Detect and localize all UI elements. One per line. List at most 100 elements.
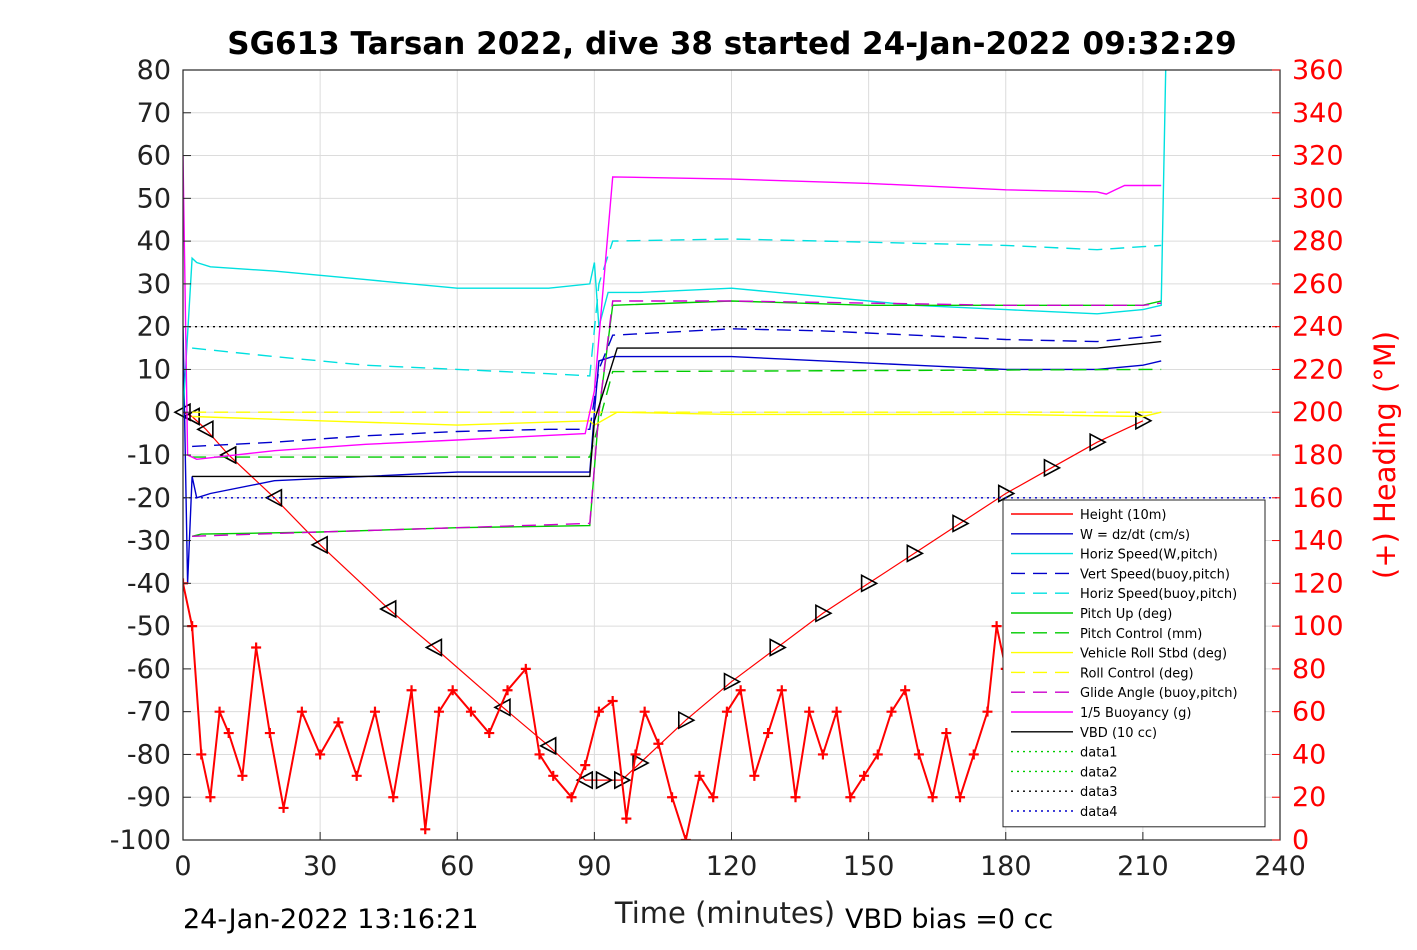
- height-marker: [378, 599, 397, 619]
- series-1-5-buoyancy-g: [183, 155, 1162, 461]
- heading-point: [708, 792, 719, 803]
- heading-point: [214, 706, 225, 717]
- heading-point: [900, 685, 911, 696]
- x-tick-label: 0: [174, 851, 191, 882]
- heading-point: [447, 685, 458, 696]
- legend-entry: Vehicle Roll Stbd (deg): [1080, 647, 1227, 662]
- series-vbd-10-cc: [192, 340, 1162, 478]
- height-marker: [952, 514, 970, 533]
- x-tick-label: 30: [303, 851, 337, 882]
- footer-vbd-bias: VBD bias =0 cc: [845, 904, 1053, 935]
- legend-entry: VBD (10 cc): [1080, 726, 1157, 741]
- axes: 0 30 60 90 120 150 180 210 24080706050403020100-…: [110, 55, 1344, 882]
- height-marker: [860, 573, 879, 593]
- y-left-tick-label: -10: [127, 440, 171, 471]
- height-marker: [632, 753, 650, 773]
- x-tick-label: 180: [980, 851, 1032, 882]
- heading-point: [653, 738, 664, 749]
- series-vert-speed-buoy-pitch: [192, 328, 1162, 448]
- heading-point: [639, 706, 650, 717]
- y-right-tick-label: 320: [1292, 141, 1344, 172]
- y-axis-right-label: (+) Heading (°M): [1368, 331, 1402, 579]
- y-right-tick-label: 140: [1292, 526, 1344, 557]
- heading-point: [927, 792, 938, 803]
- y-left-tick-label: -20: [127, 483, 171, 514]
- y-right-tick-label: 0: [1292, 825, 1309, 856]
- heading-point: [955, 792, 966, 803]
- height-marker: [264, 488, 283, 508]
- heading-point: [580, 760, 591, 771]
- heading-point: [776, 685, 787, 696]
- y-left-tick-label: 0: [154, 397, 171, 428]
- heading-point: [694, 770, 705, 781]
- y-left-tick-label: 20: [137, 312, 171, 343]
- heading-point: [667, 792, 678, 803]
- heading-point: [845, 792, 856, 803]
- legend-entry: Pitch Up (deg): [1080, 607, 1172, 622]
- heading-point: [433, 706, 444, 717]
- x-tick-label: 150: [843, 851, 895, 882]
- heading-point: [817, 749, 828, 760]
- legend-entry: data3: [1080, 785, 1118, 800]
- y-left-tick-label: -70: [127, 697, 171, 728]
- legend: Height (10m) W = dz/dt (cm/s) Horiz Speed(…: [1002, 499, 1266, 828]
- height-marker: [677, 710, 696, 730]
- legend-entry: W = dz/dt (cm/s): [1080, 528, 1190, 543]
- heading-point: [420, 824, 431, 835]
- height-marker: [815, 603, 833, 623]
- y-right-tick-label: 300: [1292, 183, 1344, 214]
- heading-point: [982, 706, 993, 717]
- heading-point: [790, 792, 801, 803]
- y-right-tick-label: 340: [1292, 98, 1344, 129]
- legend-entry: 1/5 Buoyancy (g): [1080, 706, 1191, 721]
- y-left-tick-label: 10: [137, 354, 171, 385]
- legend-entry: Horiz Speed(buoy,pitch): [1080, 587, 1237, 602]
- x-tick-label: 60: [440, 851, 474, 882]
- heading-point: [804, 706, 815, 717]
- heading-point: [484, 728, 495, 739]
- y-right-tick-label: 40: [1292, 739, 1326, 770]
- heading-point: [223, 728, 234, 739]
- heading-point: [296, 706, 307, 717]
- series-pitch-control-mm: [192, 368, 1162, 458]
- y-right-tick-label: 240: [1292, 312, 1344, 343]
- heading-point: [991, 621, 1002, 632]
- y-right-tick-label: 20: [1292, 782, 1326, 813]
- legend-entry: data2: [1080, 765, 1118, 780]
- heading-point: [913, 749, 924, 760]
- footer-timestamp: 24-Jan-2022 13:16:21: [183, 904, 479, 935]
- x-tick-label: 90: [577, 851, 611, 882]
- heading-point: [630, 749, 641, 760]
- y-left-tick-label: -60: [127, 654, 171, 685]
- heading-point: [237, 770, 248, 781]
- y-right-tick-label: 200: [1292, 397, 1344, 428]
- y-right-tick-label: 120: [1292, 568, 1344, 599]
- legend-entry: Pitch Control (mm): [1080, 627, 1202, 642]
- y-right-tick-label: 260: [1292, 269, 1344, 300]
- chart-title: SG613 Tarsan 2022, dive 38 started 24-Ja…: [227, 26, 1236, 62]
- legend-entry: Height (10m): [1080, 508, 1166, 523]
- legend-entry: Glide Angle (buoy,pitch): [1080, 686, 1238, 701]
- heading-point: [680, 835, 691, 840]
- height-marker: [196, 419, 214, 439]
- y-left-tick-label: -50: [127, 611, 171, 642]
- y-left-tick-label: -30: [127, 526, 171, 557]
- heading-point: [278, 802, 289, 813]
- y-left-tick-label: 70: [137, 98, 171, 129]
- x-tick-label: 240: [1254, 851, 1306, 882]
- y-right-tick-label: 280: [1292, 226, 1344, 257]
- legend-entry: Horiz Speed(W,pitch): [1080, 548, 1218, 563]
- y-left-tick-label: -40: [127, 568, 171, 599]
- legend-box: [1002, 499, 1266, 828]
- height-marker: [906, 544, 925, 563]
- heading-point: [721, 706, 732, 717]
- y-left-tick-label: -100: [110, 825, 171, 856]
- heading-point: [593, 706, 604, 717]
- y-right-tick-label: 100: [1292, 611, 1344, 642]
- x-tick-label: 210: [1117, 851, 1169, 882]
- height-marker: [310, 535, 328, 555]
- height-marker: [575, 770, 594, 790]
- heading-point: [749, 770, 760, 781]
